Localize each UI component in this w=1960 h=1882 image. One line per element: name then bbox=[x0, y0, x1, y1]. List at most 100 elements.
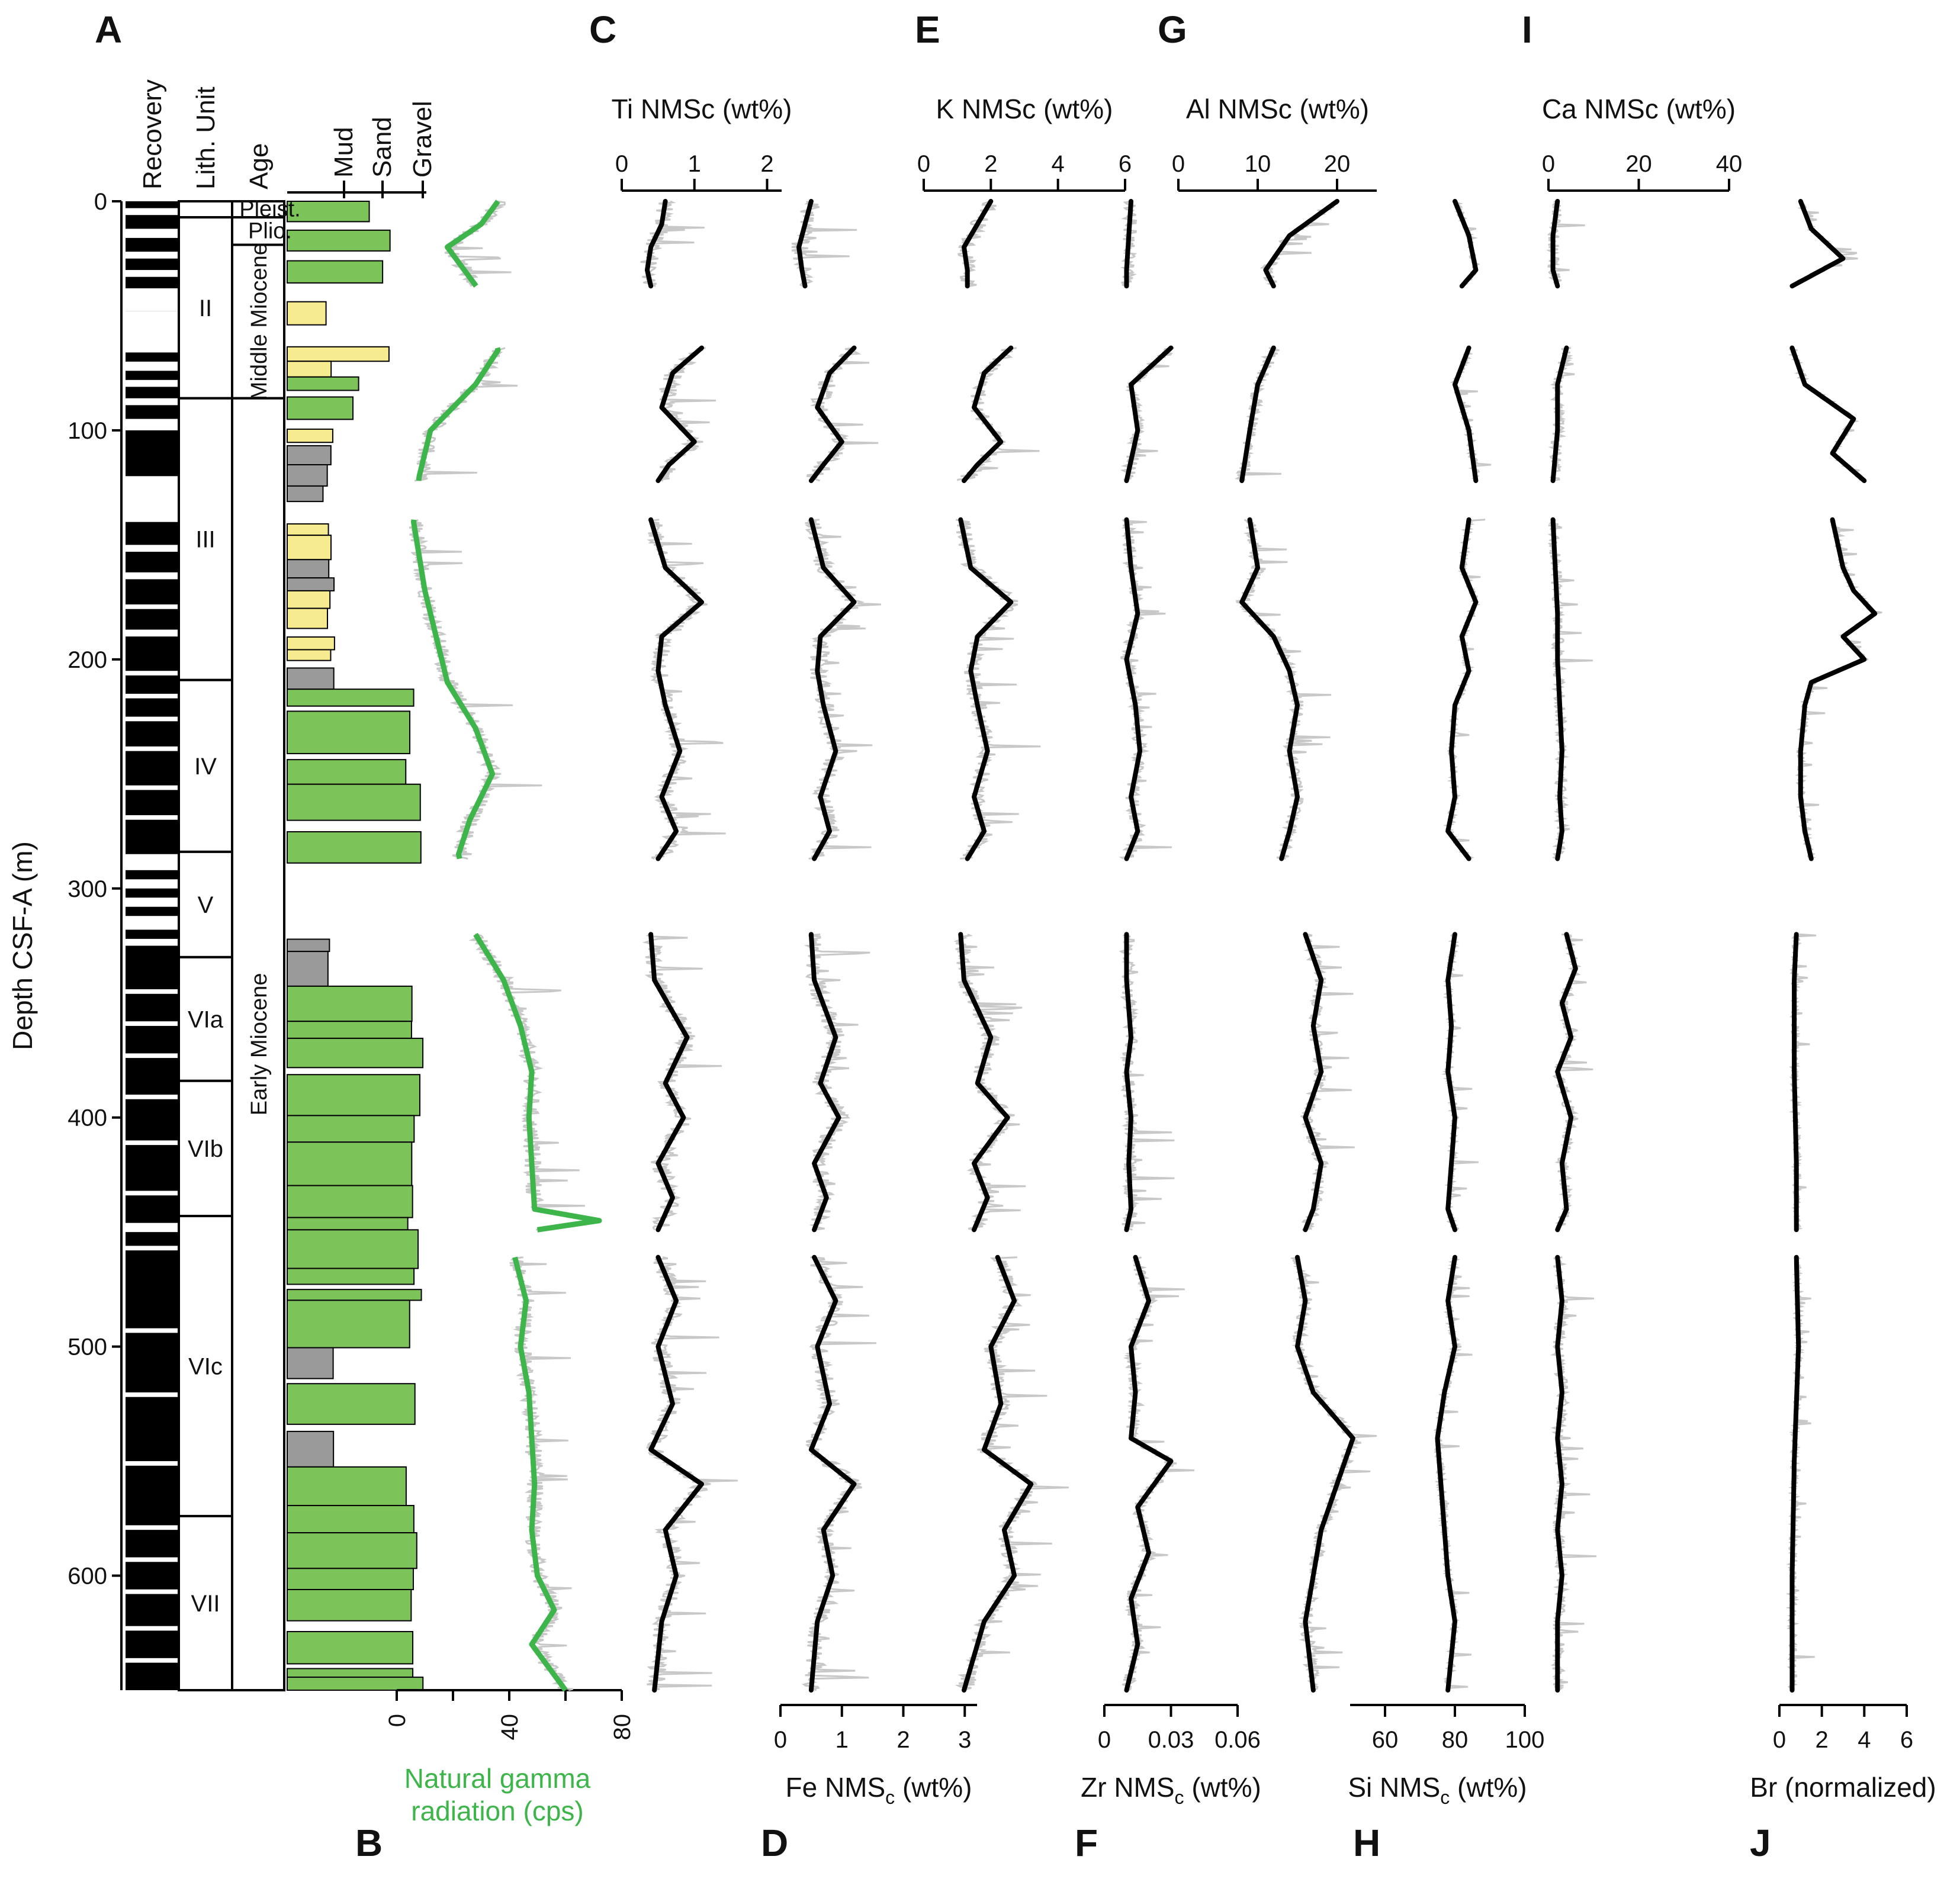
al-raw-trace bbox=[1235, 519, 1332, 860]
al-axis-title: Al NMSc (wt%) bbox=[1186, 94, 1369, 124]
lithology-bed bbox=[287, 985, 413, 1022]
br-smooth-trace bbox=[1792, 932, 1799, 1233]
recovery-gap bbox=[126, 270, 179, 277]
zr-smooth-trace bbox=[1124, 345, 1174, 483]
si-tick-label: 60 bbox=[1372, 1727, 1399, 1753]
k-smooth-trace bbox=[962, 199, 994, 289]
lithology-bed bbox=[287, 428, 333, 443]
recovery-gap bbox=[126, 1140, 179, 1146]
ti-raw-trace bbox=[642, 934, 722, 1231]
gamma-axis-title: Natural gamma bbox=[404, 1763, 591, 1794]
recovery-gap bbox=[126, 1021, 179, 1026]
lith-unit-label: VIc bbox=[188, 1354, 223, 1380]
recovery-gap bbox=[126, 879, 179, 889]
zr-smooth-trace bbox=[1124, 1254, 1174, 1693]
ti-tick-label: 1 bbox=[688, 151, 701, 177]
lithology-bed bbox=[287, 201, 370, 223]
recovery-gap bbox=[126, 361, 179, 371]
lith-unit-box bbox=[178, 216, 233, 400]
lith-unit-label: VII bbox=[191, 1591, 220, 1617]
lithology-bed bbox=[287, 535, 332, 561]
age-box bbox=[231, 243, 285, 400]
gamma-raw-trace bbox=[414, 347, 518, 482]
ti-raw-trace bbox=[646, 1256, 738, 1691]
lithology-bed bbox=[287, 951, 329, 987]
age-box bbox=[231, 200, 285, 219]
lithology-bed bbox=[287, 1589, 412, 1622]
recovery-gap bbox=[126, 1461, 179, 1466]
lithology-bed bbox=[287, 636, 335, 651]
fe-tick-label: 0 bbox=[774, 1727, 787, 1753]
recovery-gap bbox=[126, 572, 179, 580]
br-smooth-trace bbox=[1789, 345, 1867, 483]
recovery-gap bbox=[126, 671, 179, 675]
lithology-bed bbox=[287, 1347, 334, 1379]
recovery-gap bbox=[126, 545, 179, 552]
al-tick-label: 0 bbox=[1172, 151, 1185, 177]
k-raw-trace bbox=[956, 347, 1040, 481]
recovery-gap bbox=[126, 1328, 179, 1333]
al-smooth-trace bbox=[1303, 932, 1324, 1233]
fe-smooth-trace bbox=[808, 345, 857, 483]
panel-letter-C: C bbox=[589, 8, 616, 51]
panel-letter-F: F bbox=[1075, 1822, 1098, 1864]
recovery-gap bbox=[126, 989, 179, 994]
lithology-bed bbox=[287, 649, 332, 661]
fe-raw-trace bbox=[806, 347, 879, 482]
br-tick-label: 0 bbox=[1773, 1727, 1786, 1753]
si-smooth-trace bbox=[1445, 932, 1457, 1233]
zr-axis-title: Zr NMSc (wt%) bbox=[1081, 1772, 1261, 1808]
recovery-gap bbox=[126, 1053, 179, 1059]
lithology-bed bbox=[287, 1141, 413, 1186]
lithology-bed bbox=[287, 1115, 415, 1143]
panel-letter-E: E bbox=[915, 8, 940, 51]
ca-tick-label: 40 bbox=[1716, 151, 1743, 177]
k-smooth-trace bbox=[958, 517, 1014, 861]
ti-smooth-trace bbox=[656, 345, 704, 483]
recovery-gap bbox=[126, 693, 179, 699]
br-tick-label: 6 bbox=[1900, 1727, 1913, 1753]
ti-axis-title: Ti NMSc (wt%) bbox=[612, 94, 792, 124]
gamma-smooth-trace bbox=[445, 200, 500, 288]
lith-unit-box bbox=[178, 850, 233, 958]
grain-size-header: Mud bbox=[329, 127, 358, 178]
zr-raw-trace bbox=[1119, 519, 1172, 860]
lithology-bed bbox=[287, 938, 330, 953]
fe-raw-trace bbox=[805, 519, 881, 860]
data-layer bbox=[409, 199, 1882, 1693]
fe-axis-title: Fe NMSc (wt%) bbox=[785, 1772, 972, 1808]
age-box bbox=[231, 216, 285, 246]
recovery-gap bbox=[126, 311, 179, 353]
recovery-gap bbox=[126, 815, 179, 820]
ca-tick-label: 0 bbox=[1542, 151, 1555, 177]
lith-unit-box bbox=[178, 1215, 233, 1517]
zr-smooth-trace bbox=[1124, 199, 1133, 289]
k-smooth-trace bbox=[958, 932, 1010, 1233]
gamma-smooth-trace bbox=[411, 519, 495, 860]
recovery-gap bbox=[126, 716, 179, 722]
lith-unit-label: II bbox=[199, 295, 212, 321]
depth-tick-label: 400 bbox=[68, 1105, 107, 1131]
recovery-gap bbox=[126, 208, 179, 215]
gamma-raw-trace bbox=[444, 200, 512, 287]
k-raw-trace bbox=[953, 933, 1026, 1231]
k-tick-label: 0 bbox=[917, 151, 930, 177]
ti-raw-trace bbox=[640, 200, 705, 287]
zr-tick-label: 0.06 bbox=[1214, 1727, 1261, 1753]
lith-unit-label: IV bbox=[194, 754, 217, 780]
recovery-gap bbox=[126, 1658, 179, 1663]
ti-smooth-trace bbox=[645, 199, 668, 289]
lithology-bed bbox=[287, 1383, 416, 1425]
k-raw-trace bbox=[955, 519, 1041, 860]
ca-smooth-trace bbox=[1555, 1254, 1564, 1693]
lithology-bed bbox=[287, 783, 421, 821]
zr-tick-label: 0.03 bbox=[1148, 1727, 1194, 1753]
recovery-gap bbox=[126, 604, 179, 609]
recovery-header: Recovery bbox=[138, 79, 167, 189]
ti-smooth-trace bbox=[648, 1254, 704, 1693]
ti-tick-label: 0 bbox=[615, 151, 628, 177]
lithology-bed bbox=[287, 396, 354, 420]
age-label: Middle Miocene bbox=[247, 243, 272, 400]
lithology-bed bbox=[287, 1505, 415, 1534]
age-label: Pleist. bbox=[239, 197, 300, 222]
